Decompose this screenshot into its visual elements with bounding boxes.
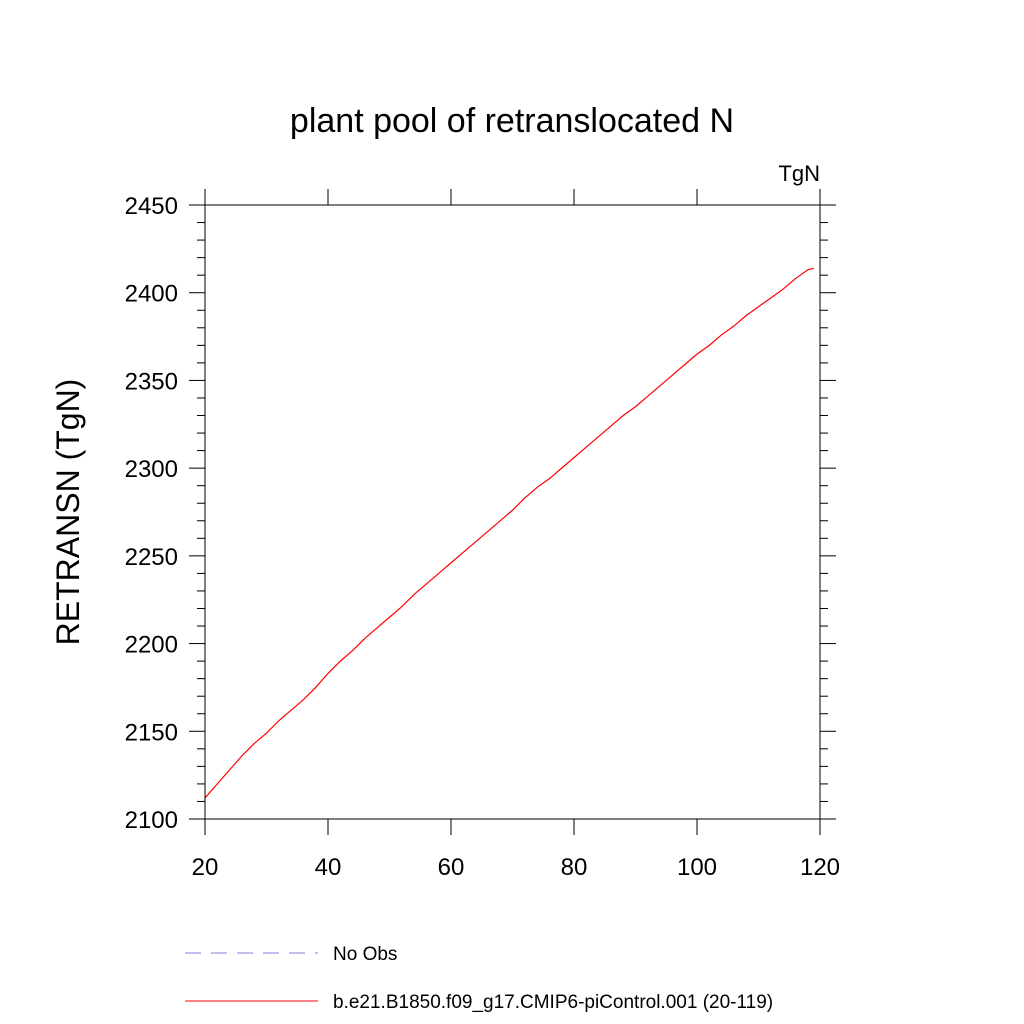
tick-labels: 2100 2150 2200 2250 2300 2350 2400 2450 20 40 60 80… [125, 193, 840, 881]
axis-ticks [189, 189, 836, 835]
units-label: TgN [778, 161, 820, 186]
y-tick-label: 2450 [125, 193, 178, 220]
x-tick-label: 40 [315, 854, 342, 881]
y-tick-label: 2100 [125, 807, 178, 834]
y-tick-label: 2250 [125, 544, 178, 571]
y-tick-label: 2400 [125, 281, 178, 308]
x-tick-label: 100 [677, 854, 717, 881]
legend-label: No Obs [333, 944, 397, 965]
x-tick-label: 80 [561, 854, 588, 881]
chart-title: plant pool of retranslocated N [290, 102, 734, 140]
x-tick-label: 20 [192, 854, 219, 881]
y-tick-label: 2350 [125, 368, 178, 395]
x-tick-label: 60 [438, 854, 465, 881]
legend: No Obs b.e21.B1850.f09_g17.CMIP6-piContro… [185, 944, 773, 1013]
y-axis-label: RETRANSN (TgN) [50, 379, 86, 646]
plot-frame [204, 204, 821, 820]
series-line [204, 267, 815, 799]
x-tick-label: 120 [800, 854, 840, 881]
y-tick-label: 2200 [125, 632, 178, 659]
series-group [204, 267, 815, 799]
y-tick-label: 2300 [125, 456, 178, 483]
y-tick-label: 2150 [125, 719, 178, 746]
legend-label: b.e21.B1850.f09_g17.CMIP6-piControl.001 … [333, 992, 773, 1013]
